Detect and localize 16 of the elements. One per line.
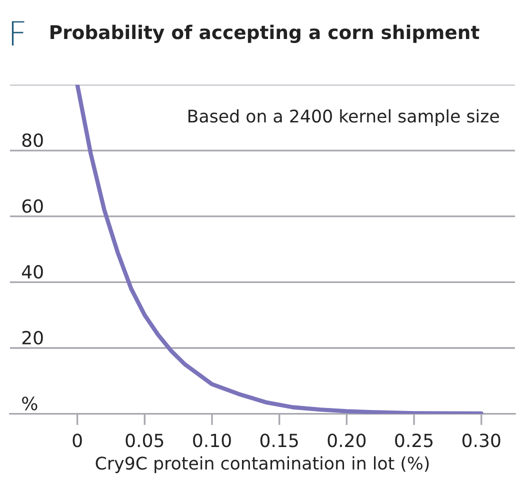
y-tick-label: 80 bbox=[22, 133, 43, 148]
x-tick-label: 0.30 bbox=[462, 434, 500, 448]
x-tick-label: 0.10 bbox=[193, 434, 231, 448]
x-tick-label: 0.25 bbox=[395, 434, 433, 448]
x-tick-label: 0 bbox=[72, 434, 82, 448]
annotation: Based on a 2400 kernel sample size bbox=[188, 109, 499, 126]
x-axis-title: Cry9C protein contamination in lot (%) bbox=[96, 456, 429, 474]
x-tick-label: 0.15 bbox=[260, 434, 298, 448]
y-tick-label: 40 bbox=[22, 265, 43, 279]
y-tick-label: 60 bbox=[22, 199, 43, 213]
y-tick-label: % bbox=[22, 396, 38, 410]
y-tick-label: 20 bbox=[22, 330, 43, 344]
x-tick-label: 0.20 bbox=[328, 434, 366, 448]
x-tick-label: 0.05 bbox=[126, 434, 164, 448]
chart-title: Probability of accepting a corn shipment bbox=[50, 24, 480, 44]
text: F bbox=[12, 21, 24, 46]
